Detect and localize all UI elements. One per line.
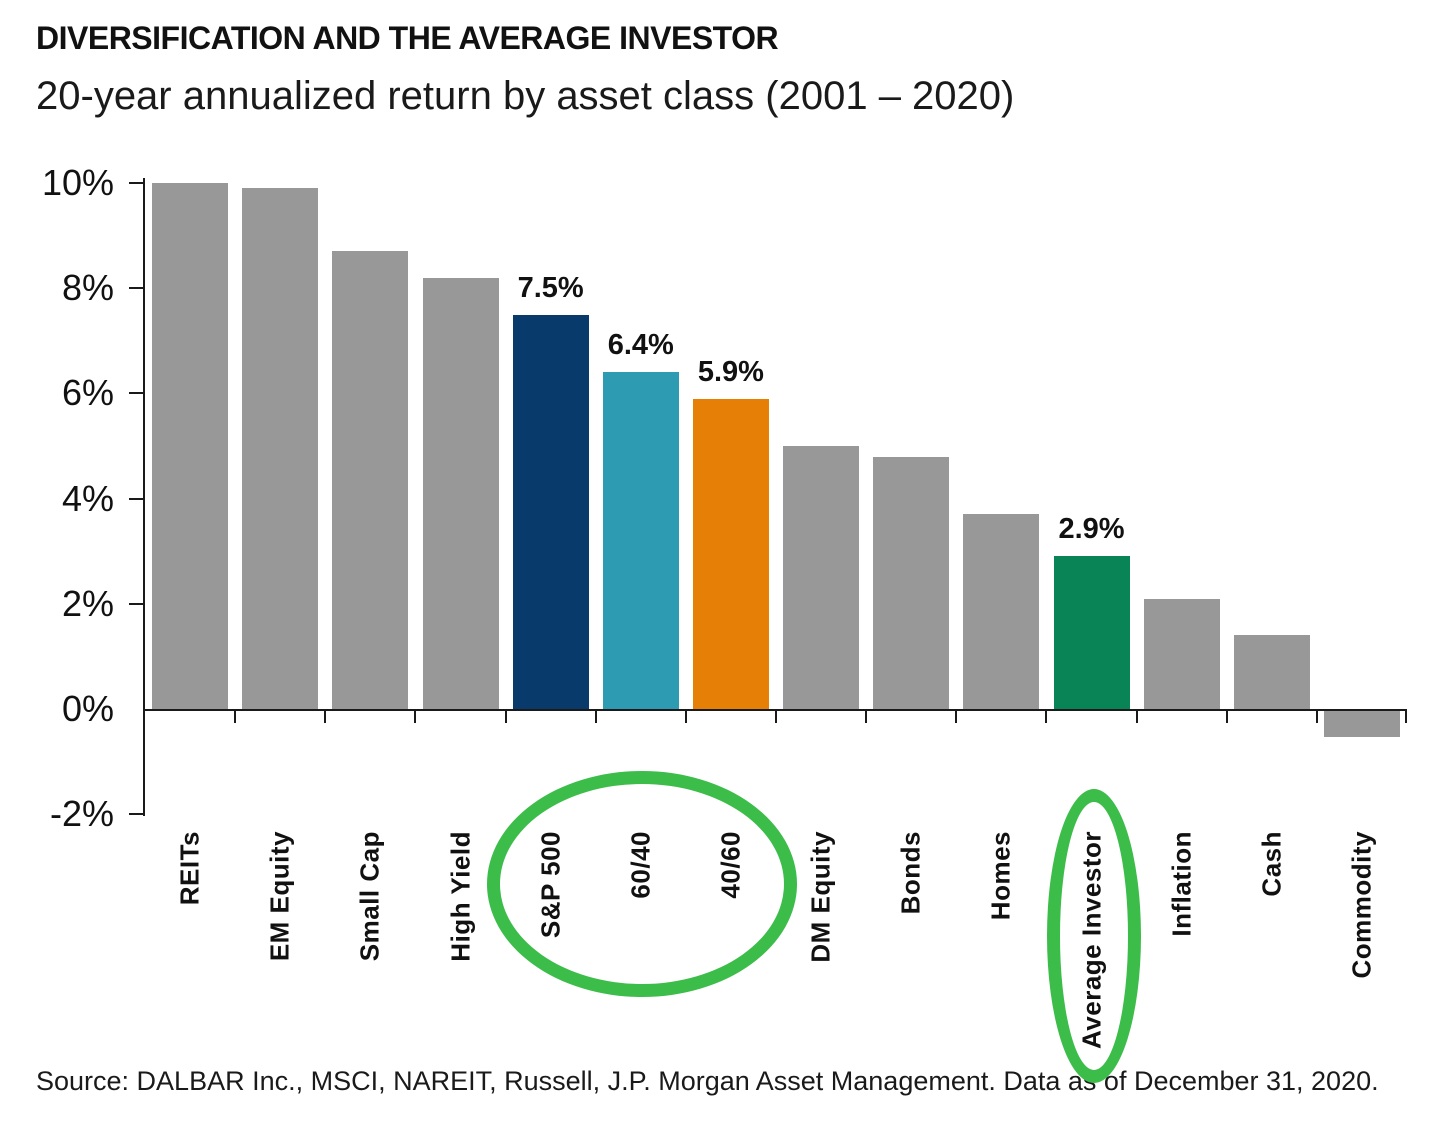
bar-small-cap <box>332 251 409 709</box>
x-axis-label-high-yield: High Yield <box>445 831 475 962</box>
y-axis-tick <box>129 602 143 605</box>
y-axis-tick <box>129 287 143 290</box>
x-axis-tick <box>324 711 327 723</box>
bar-em-equity <box>242 188 319 709</box>
x-axis-tick <box>1225 711 1228 723</box>
x-axis-tick <box>594 711 597 723</box>
y-axis-tick <box>129 182 143 184</box>
y-axis-label-6: 6% <box>61 372 114 414</box>
y-axis-label-2: 2% <box>61 582 114 624</box>
bar-60-40 <box>602 372 679 709</box>
y-axis-label-8: 8% <box>61 267 114 309</box>
chart-subtitle: 20-year annualized return by asset class… <box>36 74 1015 118</box>
y-axis-label-10: 10% <box>41 162 114 203</box>
bar-commodity <box>1323 711 1400 738</box>
x-axis-label-em-equity: EM Equity <box>264 831 295 962</box>
x-axis-label-reits: REITs <box>174 831 205 906</box>
x-axis-label-cash: Cash <box>1256 831 1287 897</box>
data-label-sandp-500: 7.5% <box>517 271 584 304</box>
x-axis-tick <box>1405 711 1407 723</box>
x-axis-label-dm-equity: DM Equity <box>805 831 836 963</box>
bar-cash <box>1233 635 1310 709</box>
bar-high-yield <box>422 277 499 709</box>
x-axis-tick <box>1315 711 1318 723</box>
y-axis-label-2: -2% <box>49 793 114 835</box>
x-axis-label-bonds: Bonds <box>895 831 926 915</box>
y-axis-label-4: 4% <box>61 477 114 519</box>
x-axis-tick <box>414 711 417 723</box>
highlight-ellipse-portfolio-labels <box>487 771 797 997</box>
x-axis-tick <box>955 711 958 723</box>
y-axis-line <box>143 178 145 816</box>
highlight-ellipse-average-investor-label <box>1047 789 1141 1083</box>
x-axis-label-commodity: Commodity <box>1346 831 1377 979</box>
x-axis-label-small-cap: Small Cap <box>354 831 385 962</box>
y-axis-tick <box>129 392 143 395</box>
x-axis-tick <box>504 711 507 723</box>
bar-homes <box>963 514 1040 709</box>
bar-40-60 <box>692 398 769 709</box>
bar-dm-equity <box>783 446 860 709</box>
bar-sandp-500 <box>512 314 589 709</box>
x-axis-tick <box>775 711 777 723</box>
y-axis-label-0: 0% <box>61 688 114 729</box>
y-axis-tick <box>129 497 143 500</box>
x-axis-label-homes: Homes <box>985 831 1016 921</box>
bar-bonds <box>873 456 950 709</box>
x-axis-tick <box>684 711 687 723</box>
x-axis-line <box>143 709 1407 711</box>
bar-reits <box>152 183 229 709</box>
chart-title: DIVERSIFICATION AND THE AVERAGE INVESTOR <box>36 20 779 56</box>
x-axis-tick <box>1045 711 1048 723</box>
x-axis-label-inflation: Inflation <box>1166 831 1197 937</box>
x-axis-tick <box>234 711 237 723</box>
bar-inflation <box>1143 598 1220 709</box>
y-axis-tick <box>129 813 143 816</box>
x-axis-tick <box>865 711 868 723</box>
x-axis-tick <box>1135 711 1138 723</box>
source-note: Source: DALBAR Inc., MSCI, NAREIT, Russe… <box>36 1066 1379 1096</box>
bar-average-investor <box>1053 556 1130 709</box>
data-label-60-40: 6.4% <box>607 329 674 362</box>
data-label-40-60: 5.9% <box>697 355 764 388</box>
data-label-average-investor: 2.9% <box>1058 513 1125 546</box>
